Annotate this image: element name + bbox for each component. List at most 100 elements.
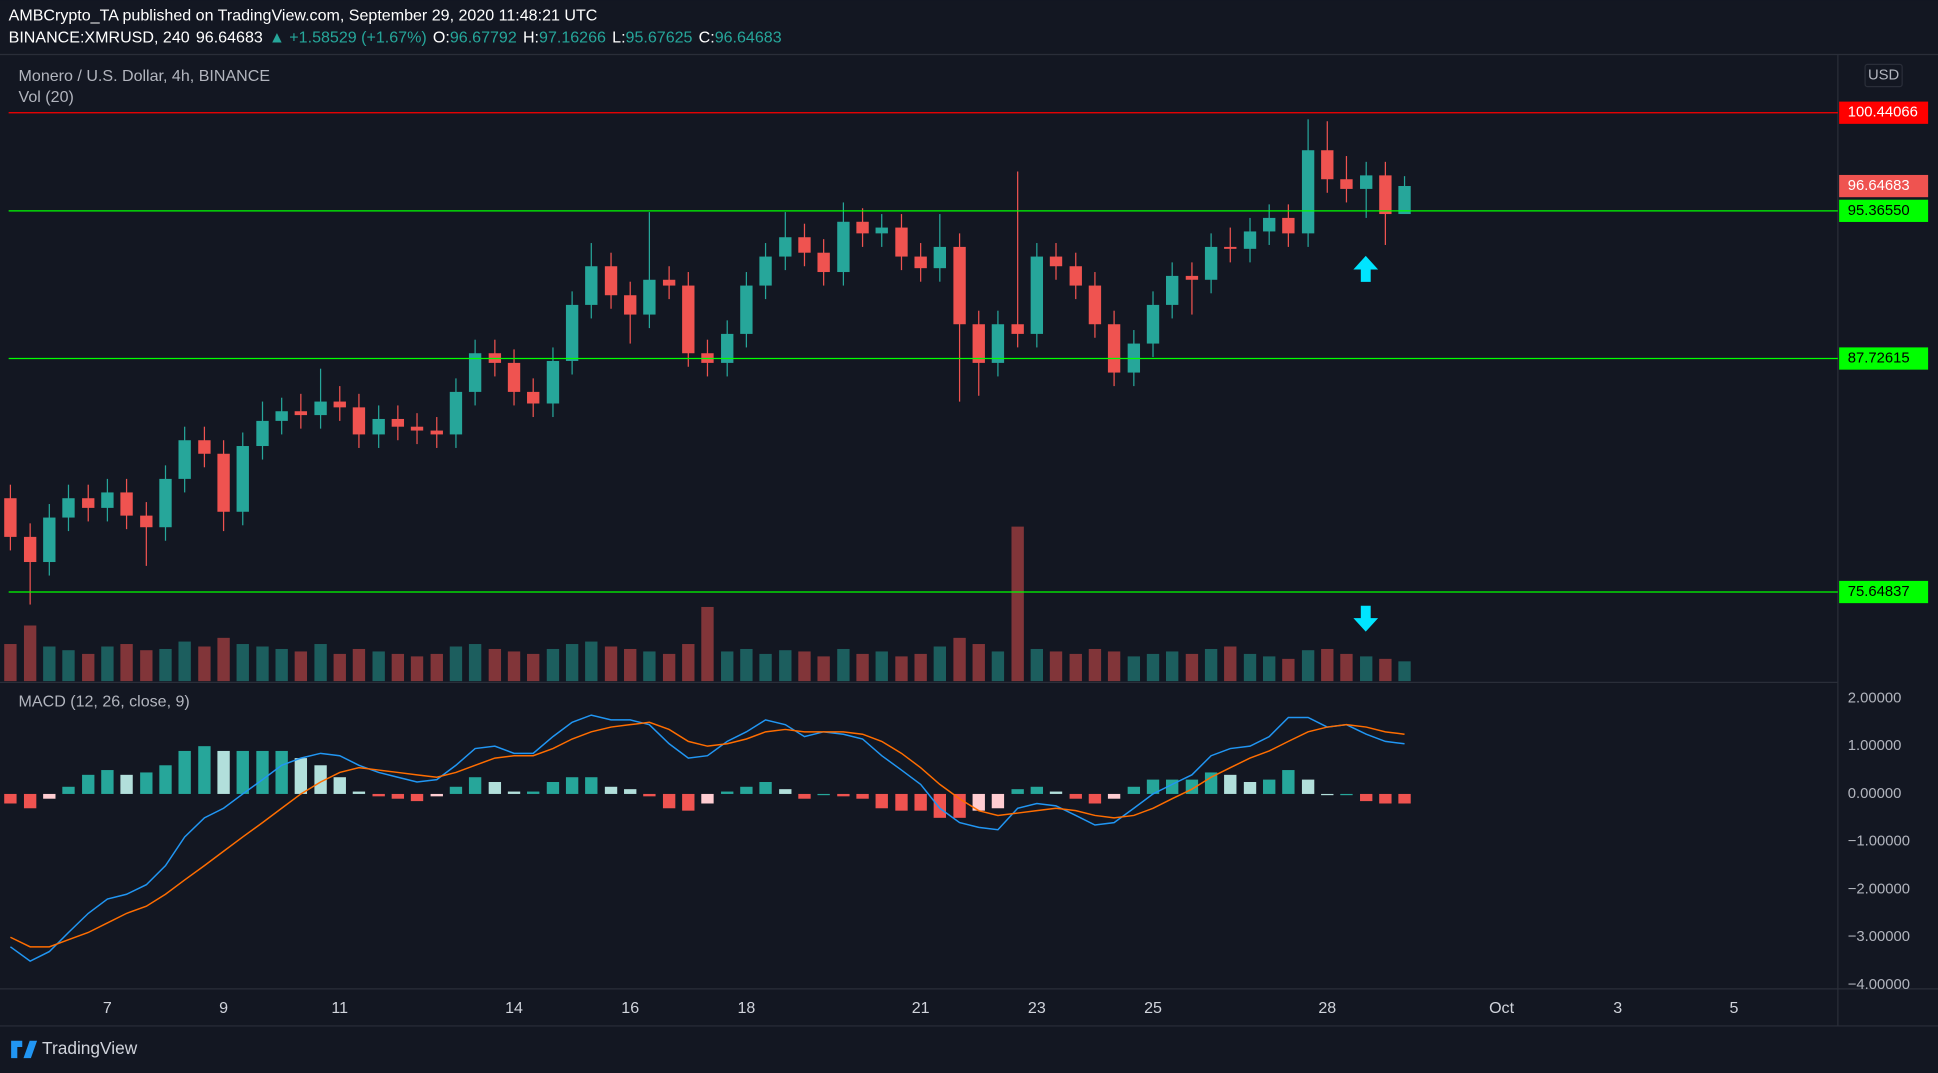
histogram-bar: [933, 793, 947, 818]
y-tick-label: 2.00000: [1848, 690, 1902, 706]
candle-body: [933, 246, 947, 269]
volume-bar: [565, 644, 579, 682]
histogram-bar: [1282, 770, 1295, 794]
ohlc-value: 96.67792: [450, 29, 517, 47]
histogram-bar: [914, 793, 927, 811]
volume-bar: [1030, 648, 1044, 682]
candle-body: [604, 266, 618, 296]
y-tick-label: 0.00000: [1848, 786, 1902, 802]
candle-body: [198, 440, 211, 454]
volume-bar: [198, 646, 211, 682]
level-tag: [1839, 347, 1929, 370]
histogram-bar: [430, 793, 443, 797]
volume-bar: [875, 651, 888, 682]
candle-body: [682, 285, 695, 354]
histogram-bar: [721, 791, 734, 794]
histogram-bar: [875, 793, 888, 809]
candle-body: [120, 492, 133, 516]
volume-bar: [1321, 648, 1334, 682]
ohlc-label: H:: [523, 29, 539, 47]
histogram-bar: [817, 793, 830, 796]
volume-bar: [1360, 656, 1373, 682]
volume-bar: [721, 651, 734, 682]
volume-legend: Vol (20): [19, 88, 74, 106]
currency-box[interactable]: [1864, 63, 1903, 88]
volume-bar: [1127, 656, 1141, 682]
candle-body: [1049, 256, 1063, 267]
histogram-bar: [837, 793, 850, 797]
volume-bar: [314, 644, 327, 682]
histogram-bar: [624, 789, 637, 794]
level-label: 100.44066: [1848, 105, 1918, 121]
volume-bar: [468, 644, 482, 682]
histogram-bar: [662, 793, 676, 809]
histogram-bar: [1088, 793, 1102, 804]
candle-body: [1360, 175, 1373, 189]
ohlc-value: 95.67625: [626, 29, 693, 47]
histogram-bar: [314, 765, 327, 794]
currency[interactable]: USD: [1868, 67, 1899, 83]
volume-bar: [62, 650, 75, 682]
candle-body: [546, 360, 560, 404]
histogram-bar: [1379, 793, 1392, 804]
candle-body: [159, 478, 172, 528]
marks: [4, 112, 1838, 963]
volume-bar: [1398, 661, 1411, 682]
last-price-label: 96.64683: [1848, 178, 1910, 194]
candle-body: [333, 401, 346, 408]
candle-body: [1011, 324, 1024, 334]
histogram-bar: [1321, 793, 1334, 796]
candle-body: [972, 324, 985, 363]
volume-bar: [585, 641, 598, 682]
arrow-down: [1353, 605, 1379, 632]
volume-bar: [410, 656, 424, 682]
volume-bar: [1069, 653, 1082, 682]
volume-bar: [1379, 658, 1392, 682]
candle-body: [256, 420, 269, 447]
volume-bar: [159, 648, 172, 682]
candle-body: [624, 295, 637, 315]
volume-bar: [895, 656, 908, 682]
histogram-bar: [217, 750, 230, 794]
candle-body: [1224, 246, 1237, 249]
histogram-bar: [82, 774, 95, 794]
publisher-line: AMBCrypto_TA published on TradingView.co…: [9, 6, 598, 24]
histogram-bar: [1049, 791, 1063, 794]
histogram-bar: [468, 777, 482, 794]
histogram-bar: [527, 791, 540, 794]
histogram-bar: [1011, 789, 1024, 794]
x-tick-label: 18: [737, 999, 755, 1017]
histogram-bar: [1398, 793, 1411, 804]
indicator-line: [9, 714, 1405, 963]
histogram-bar: [410, 793, 424, 802]
histogram-bar: [643, 793, 656, 797]
x-tick-label: 28: [1318, 999, 1336, 1017]
histogram-bar: [972, 793, 985, 811]
volume-bar: [682, 644, 695, 682]
x-tick-label: 11: [331, 999, 348, 1017]
x-tick-label: 23: [1028, 999, 1046, 1017]
symbol-line: BINANCE:XMRUSD, 240 96.64683 ▲ +1.58529 (+…: [9, 29, 782, 47]
volume-bar: [1088, 648, 1102, 682]
volume-bar: [1011, 526, 1024, 682]
histogram-bar: [565, 777, 579, 794]
histogram-bar: [23, 793, 37, 809]
volume-bar: [546, 648, 560, 682]
volume-bar: [333, 653, 346, 682]
volume-bar: [914, 653, 927, 682]
volume-bar: [275, 648, 288, 682]
volume-bar: [488, 648, 502, 682]
candle-body: [1204, 246, 1218, 280]
volume-bar: [953, 637, 966, 682]
histogram-bar: [178, 750, 191, 794]
volume-bar: [82, 653, 95, 682]
histogram-bar: [1360, 793, 1373, 802]
volume-bar: [759, 653, 772, 682]
volume-bar: [449, 646, 463, 682]
volume-bar: [701, 606, 714, 682]
histogram-bar: [1340, 793, 1353, 796]
volume-bar: [817, 656, 830, 682]
x-tick-label: 5: [1729, 999, 1738, 1017]
histogram-bar: [1030, 786, 1044, 794]
